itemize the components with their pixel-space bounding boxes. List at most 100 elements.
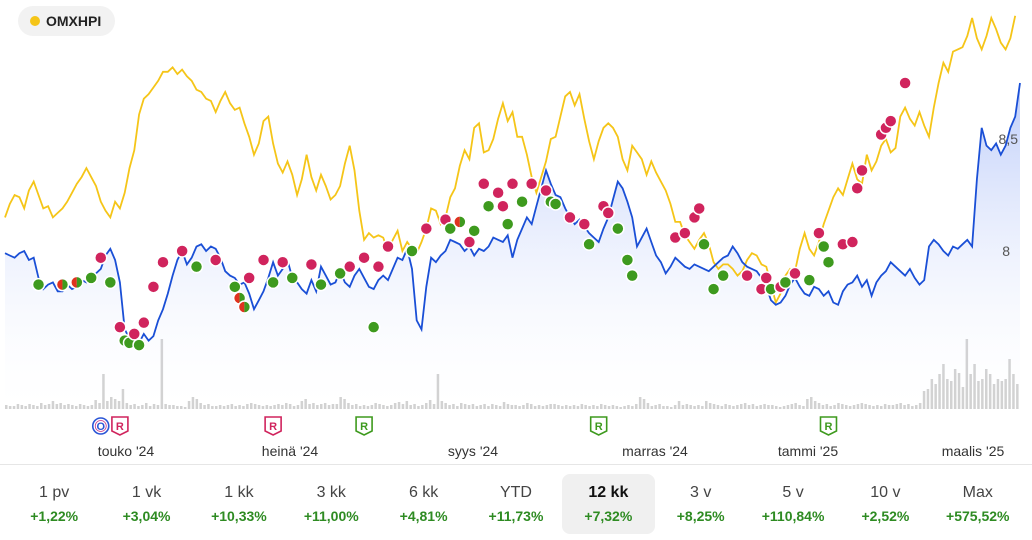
period-6-kk[interactable]: 6 kk +4,81%	[377, 474, 469, 534]
legend-omxhpi[interactable]: OMXHPI	[18, 6, 116, 36]
trade-marker-buy[interactable]	[103, 275, 118, 290]
event-shield-r[interactable]: R	[264, 416, 282, 436]
stock-area-fill	[5, 83, 1020, 409]
trade-marker-buy[interactable]	[333, 266, 347, 281]
trade-marker-buy[interactable]	[716, 268, 730, 283]
trade-marker-buy[interactable]	[611, 221, 625, 236]
trade-marker-mixed[interactable]	[55, 277, 70, 292]
trade-marker-sell[interactable]	[156, 255, 170, 269]
trade-marker-buy[interactable]	[821, 255, 836, 269]
x-tick-label: syys '24	[447, 443, 499, 459]
trade-marker-mixed[interactable]	[453, 215, 467, 229]
period-1-pv[interactable]: 1 pv +1,22%	[8, 474, 100, 534]
period-3-kk[interactable]: 3 kk +11,00%	[285, 474, 377, 534]
period-label: YTD	[499, 484, 532, 501]
event-shield-r[interactable]: R	[589, 416, 608, 436]
trade-marker-sell[interactable]	[505, 177, 520, 191]
trade-marker-sell[interactable]	[275, 255, 290, 269]
period-5-v[interactable]: 5 v +110,84%	[747, 474, 839, 534]
trade-marker-buy[interactable]	[84, 271, 98, 285]
trade-marker-sell[interactable]	[477, 177, 491, 191]
period-12-kk[interactable]: 12 kk +7,32%	[562, 474, 655, 534]
trade-marker-sell[interactable]	[898, 76, 912, 90]
trade-marker-buy[interactable]	[500, 217, 515, 231]
trade-marker-buy[interactable]	[31, 277, 46, 292]
trade-marker-sell[interactable]	[94, 250, 108, 265]
trade-marker-sell[interactable]	[137, 315, 151, 330]
trade-marker-sell[interactable]	[342, 259, 357, 274]
trade-marker-buy[interactable]	[467, 224, 481, 238]
trade-marker-sell[interactable]	[381, 239, 395, 254]
trade-marker-sell[interactable]	[113, 320, 127, 334]
trade-marker-buy[interactable]	[802, 273, 817, 287]
trade-marker-buy[interactable]	[706, 282, 721, 296]
period-1-kk[interactable]: 1 kk +10,33%	[193, 474, 285, 534]
trade-marker-sell[interactable]	[577, 217, 592, 231]
trade-marker-buy[interactable]	[778, 275, 793, 290]
trade-marker-sell[interactable]	[127, 327, 142, 341]
trade-marker-buy[interactable]	[620, 253, 635, 267]
trade-marker-sell[interactable]	[855, 163, 869, 178]
event-circle-o[interactable]: O	[91, 417, 110, 435]
trade-marker-buy[interactable]	[189, 259, 204, 274]
period-10-v[interactable]: 10 v +2,52%	[839, 474, 931, 534]
trade-marker-sell[interactable]	[175, 244, 189, 258]
trade-marker-buy[interactable]	[132, 338, 146, 352]
trade-marker-mixed[interactable]	[70, 275, 84, 290]
trade-marker-sell[interactable]	[740, 268, 754, 283]
trade-markers[interactable]	[31, 76, 912, 352]
trade-marker-buy[interactable]	[228, 280, 242, 294]
trade-marker-buy[interactable]	[405, 244, 419, 258]
event-shield-r[interactable]: R	[355, 416, 373, 436]
trade-marker-sell[interactable]	[462, 235, 477, 249]
trade-marker-sell[interactable]	[850, 181, 864, 196]
trade-marker-buy[interactable]	[285, 271, 300, 285]
trade-marker-buy[interactable]	[548, 197, 563, 211]
trade-marker-sell[interactable]	[146, 280, 161, 294]
trade-marker-buy[interactable]	[625, 268, 639, 283]
period-change: +11,00%	[303, 508, 359, 524]
trade-marker-sell[interactable]	[491, 186, 505, 200]
trade-marker-sell[interactable]	[845, 235, 860, 249]
trade-marker-sell[interactable]	[692, 201, 706, 216]
event-shield-r[interactable]: R	[819, 416, 838, 436]
period-3-v[interactable]: 3 v +8,25%	[655, 474, 747, 534]
trade-marker-sell[interactable]	[524, 177, 539, 191]
trade-marker-sell[interactable]	[357, 250, 371, 265]
trade-marker-sell[interactable]	[304, 257, 319, 272]
trade-marker-buy[interactable]	[515, 194, 529, 209]
trade-marker-sell[interactable]	[883, 114, 898, 128]
trade-marker-sell[interactable]	[496, 199, 510, 213]
period-1-vk[interactable]: 1 vk +3,04%	[100, 474, 192, 534]
trade-marker-buy[interactable]	[481, 199, 496, 213]
trade-marker-sell[interactable]	[539, 183, 553, 198]
trade-marker-sell[interactable]	[208, 253, 223, 267]
trade-marker-sell[interactable]	[256, 253, 271, 267]
event-letter: R	[269, 421, 277, 433]
trade-marker-sell[interactable]	[242, 271, 256, 285]
trade-marker-sell[interactable]	[788, 266, 802, 281]
trade-marker-sell[interactable]	[759, 271, 773, 285]
period-change: +10,33%	[211, 508, 267, 524]
trade-marker-sell[interactable]	[601, 206, 616, 220]
trade-marker-buy[interactable]	[266, 275, 280, 290]
trade-marker-buy[interactable]	[443, 221, 458, 236]
event-shield-r[interactable]: R	[111, 416, 129, 436]
event-letter: R	[360, 421, 368, 433]
trade-marker-sell[interactable]	[678, 226, 692, 240]
trade-marker-buy[interactable]	[314, 277, 328, 292]
trade-marker-buy[interactable]	[697, 237, 711, 252]
trade-marker-sell[interactable]	[371, 259, 386, 274]
legend-dot-icon	[30, 16, 40, 26]
trade-marker-mixed[interactable]	[237, 300, 252, 314]
trade-marker-buy[interactable]	[366, 320, 381, 334]
trade-marker-sell[interactable]	[419, 221, 434, 236]
trade-marker-sell[interactable]	[563, 210, 577, 225]
trade-marker-buy[interactable]	[582, 237, 596, 252]
trade-marker-sell[interactable]	[812, 226, 826, 240]
period-ytd[interactable]: YTD +11,73%	[470, 474, 562, 534]
period-max[interactable]: Max +575,52%	[932, 474, 1024, 534]
trade-marker-buy[interactable]	[816, 239, 831, 254]
